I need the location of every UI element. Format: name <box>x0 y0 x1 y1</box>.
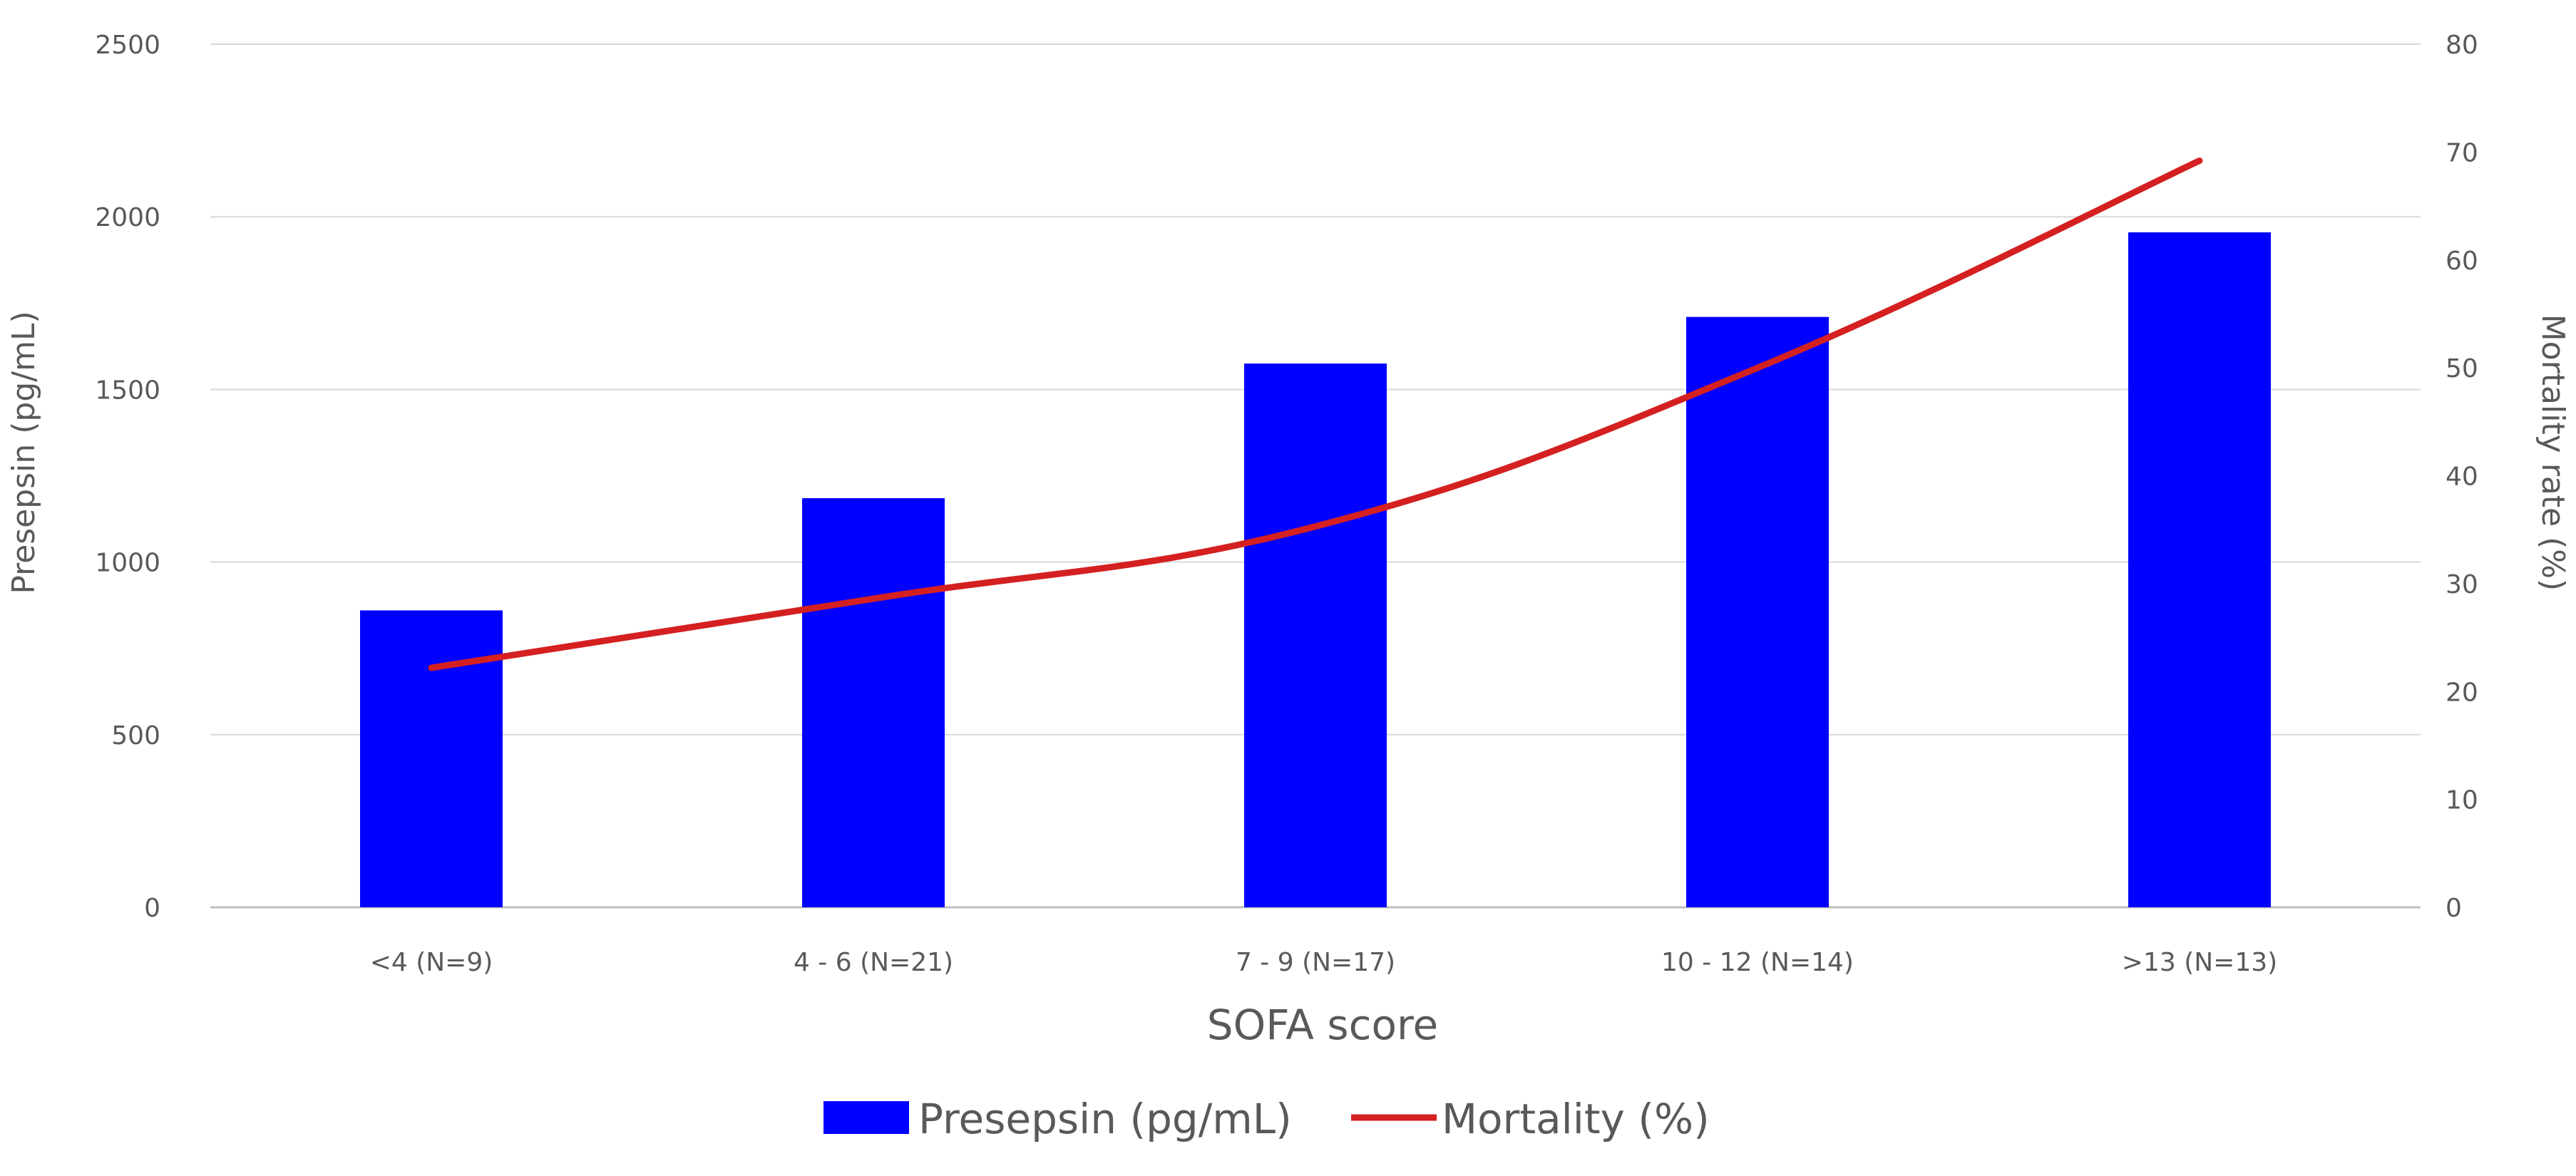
y2-tick-label: 70 <box>2446 138 2478 167</box>
mortality-line-group <box>428 157 2203 671</box>
x-axis: <4 (N=9) 4 - 6 (N=21) 7 - 9 (N=17) 10 - 12 … <box>370 948 2278 977</box>
y2-tick-label: 20 <box>2446 678 2478 707</box>
bar-presepsin <box>802 497 945 907</box>
legend-label-presepsin: Presepsin (pg/mL) <box>918 1095 1292 1143</box>
presepsin-bars <box>360 232 2271 907</box>
y2-tick-label: 80 <box>2446 31 2478 60</box>
x-tick-label: <4 (N=9) <box>370 948 493 977</box>
x-tick-label: >13 (N=13) <box>2122 948 2277 977</box>
y-tick-label: 2500 <box>95 31 160 60</box>
y-tick-label: 0 <box>144 894 160 923</box>
bar-presepsin <box>360 610 503 907</box>
bar-presepsin <box>1686 316 1829 907</box>
mortality-line <box>428 157 2203 671</box>
y-tick-label: 1500 <box>95 376 160 405</box>
bar-presepsin <box>2128 232 2271 907</box>
legend: Presepsin (pg/mL) Mortality (%) <box>823 1095 1710 1143</box>
x-tick-label: 4 - 6 (N=21) <box>794 948 953 977</box>
x-axis-title: SOFA score <box>1207 1001 1438 1049</box>
x-tick-label: 10 - 12 (N=14) <box>1661 948 1854 977</box>
y-tick-label: 1000 <box>95 549 160 578</box>
y2-tick-label: 40 <box>2446 463 2478 492</box>
x-tick-label: 7 - 9 (N=17) <box>1236 948 1395 977</box>
legend-label-mortality: Mortality (%) <box>1442 1095 1710 1143</box>
y-tick-label: 2000 <box>95 203 160 232</box>
y2-tick-label: 30 <box>2446 570 2478 599</box>
left-y-axis: 0 500 1000 1500 2000 2500 <box>95 31 160 923</box>
legend-swatch-presepsin <box>823 1101 909 1134</box>
y2-tick-label: 10 <box>2446 786 2478 815</box>
y2-axis-title: Mortality rate (%) <box>2535 314 2571 591</box>
y2-tick-label: 50 <box>2446 354 2478 383</box>
y2-tick-label: 0 <box>2446 894 2462 923</box>
y2-tick-label: 60 <box>2446 247 2478 276</box>
right-y-axis: 0 10 20 30 40 50 60 70 80 <box>2446 31 2478 923</box>
bar-presepsin <box>1244 363 1387 907</box>
y-axis-title: Presepsin (pg/mL) <box>6 311 42 594</box>
y-tick-label: 500 <box>111 721 160 751</box>
